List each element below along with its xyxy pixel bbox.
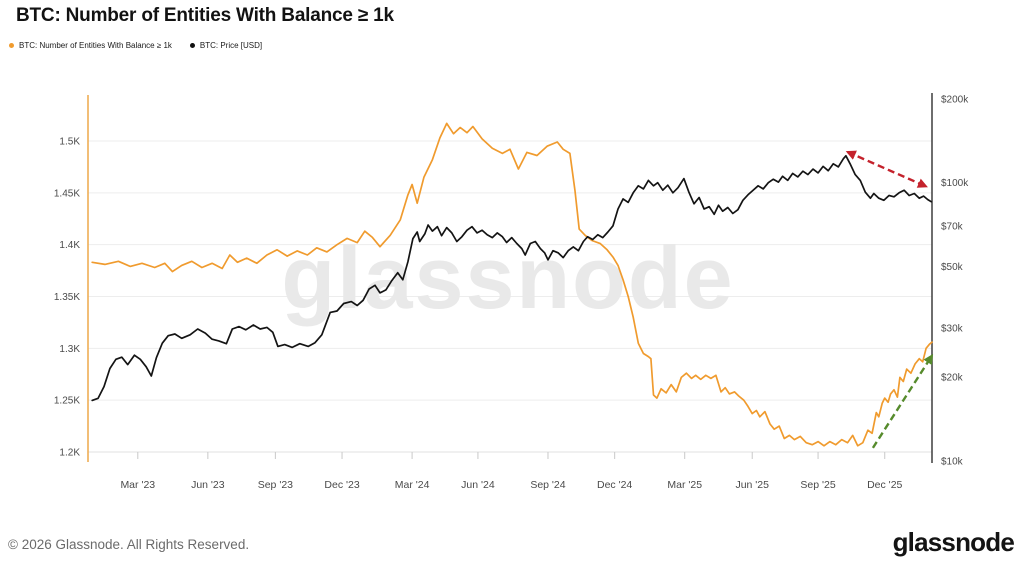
y-right-tick-label: $70k	[941, 221, 964, 232]
y-left-tick-label: 1.45K	[54, 188, 80, 199]
legend-item-entities[interactable]: BTC: Number of Entities With Balance ≥ 1…	[9, 41, 172, 50]
legend-label-price: BTC: Price [USD]	[199, 41, 263, 50]
x-tick-label: Sep '23	[258, 479, 293, 491]
x-tick-label: Dec '23	[324, 479, 359, 491]
price-series-dot-icon	[189, 43, 195, 48]
y-right-tick-label: $100k	[941, 178, 969, 189]
x-tick-label: Dec '24	[597, 479, 632, 491]
y-right-tick-label: $20k	[941, 373, 964, 384]
x-tick-label: Sep '25	[800, 479, 835, 491]
y-right-tick-label: $200k	[941, 95, 969, 106]
y-left-tick-label: 1.3K	[59, 344, 80, 355]
glassnode-logo: glassnode	[892, 527, 1015, 557]
x-tick-label: Sep '24	[530, 479, 565, 491]
x-tick-label: Jun '24	[461, 479, 495, 491]
y-right-tick-label: $50k	[941, 262, 964, 273]
x-tick-label: Dec '25	[867, 479, 902, 491]
y-left-tick-label: 1.5K	[59, 137, 80, 148]
entities-series-dot-icon	[9, 43, 14, 48]
x-tick-label: Jun '25	[735, 479, 769, 491]
y-left-tick-label: 1.25K	[54, 396, 80, 407]
x-tick-label: Mar '24	[395, 479, 430, 491]
y-left-tick-label: 1.2K	[59, 448, 80, 459]
line-chart: glassnode 1.5K 1.45K 1.4K 1.35K 1.3K 1.25K 1.2K…	[54, 93, 969, 491]
entities-uptrend-arrow	[871, 353, 934, 449]
chart-legend: BTC: Number of Entities With Balance ≥ 1…	[9, 41, 262, 50]
y-left-tick-label: 1.35K	[54, 292, 80, 303]
y-right-tick-label: $10k	[941, 456, 964, 467]
x-tick-label: Mar '25	[667, 479, 702, 491]
y-left-tick-label: 1.4K	[59, 240, 80, 251]
price-downtrend-arrow	[845, 150, 928, 188]
copyright-text: © 2026 Glassnode. All Rights Reserved.	[8, 537, 250, 552]
y-right-tick-label: $30k	[941, 324, 964, 335]
legend-item-price[interactable]: BTC: Price [USD]	[189, 41, 263, 50]
price-line-series[interactable]	[91, 154, 933, 402]
entities-line-series[interactable]	[91, 122, 933, 447]
legend-label-entities: BTC: Number of Entities With Balance ≥ 1…	[19, 41, 172, 50]
x-tick-label: Mar '23	[120, 479, 155, 491]
watermark: glassnode	[281, 228, 734, 327]
page-title: BTC: Number of Entities With Balance ≥ 1…	[16, 5, 394, 26]
x-tick-label: Jun '23	[191, 479, 225, 491]
